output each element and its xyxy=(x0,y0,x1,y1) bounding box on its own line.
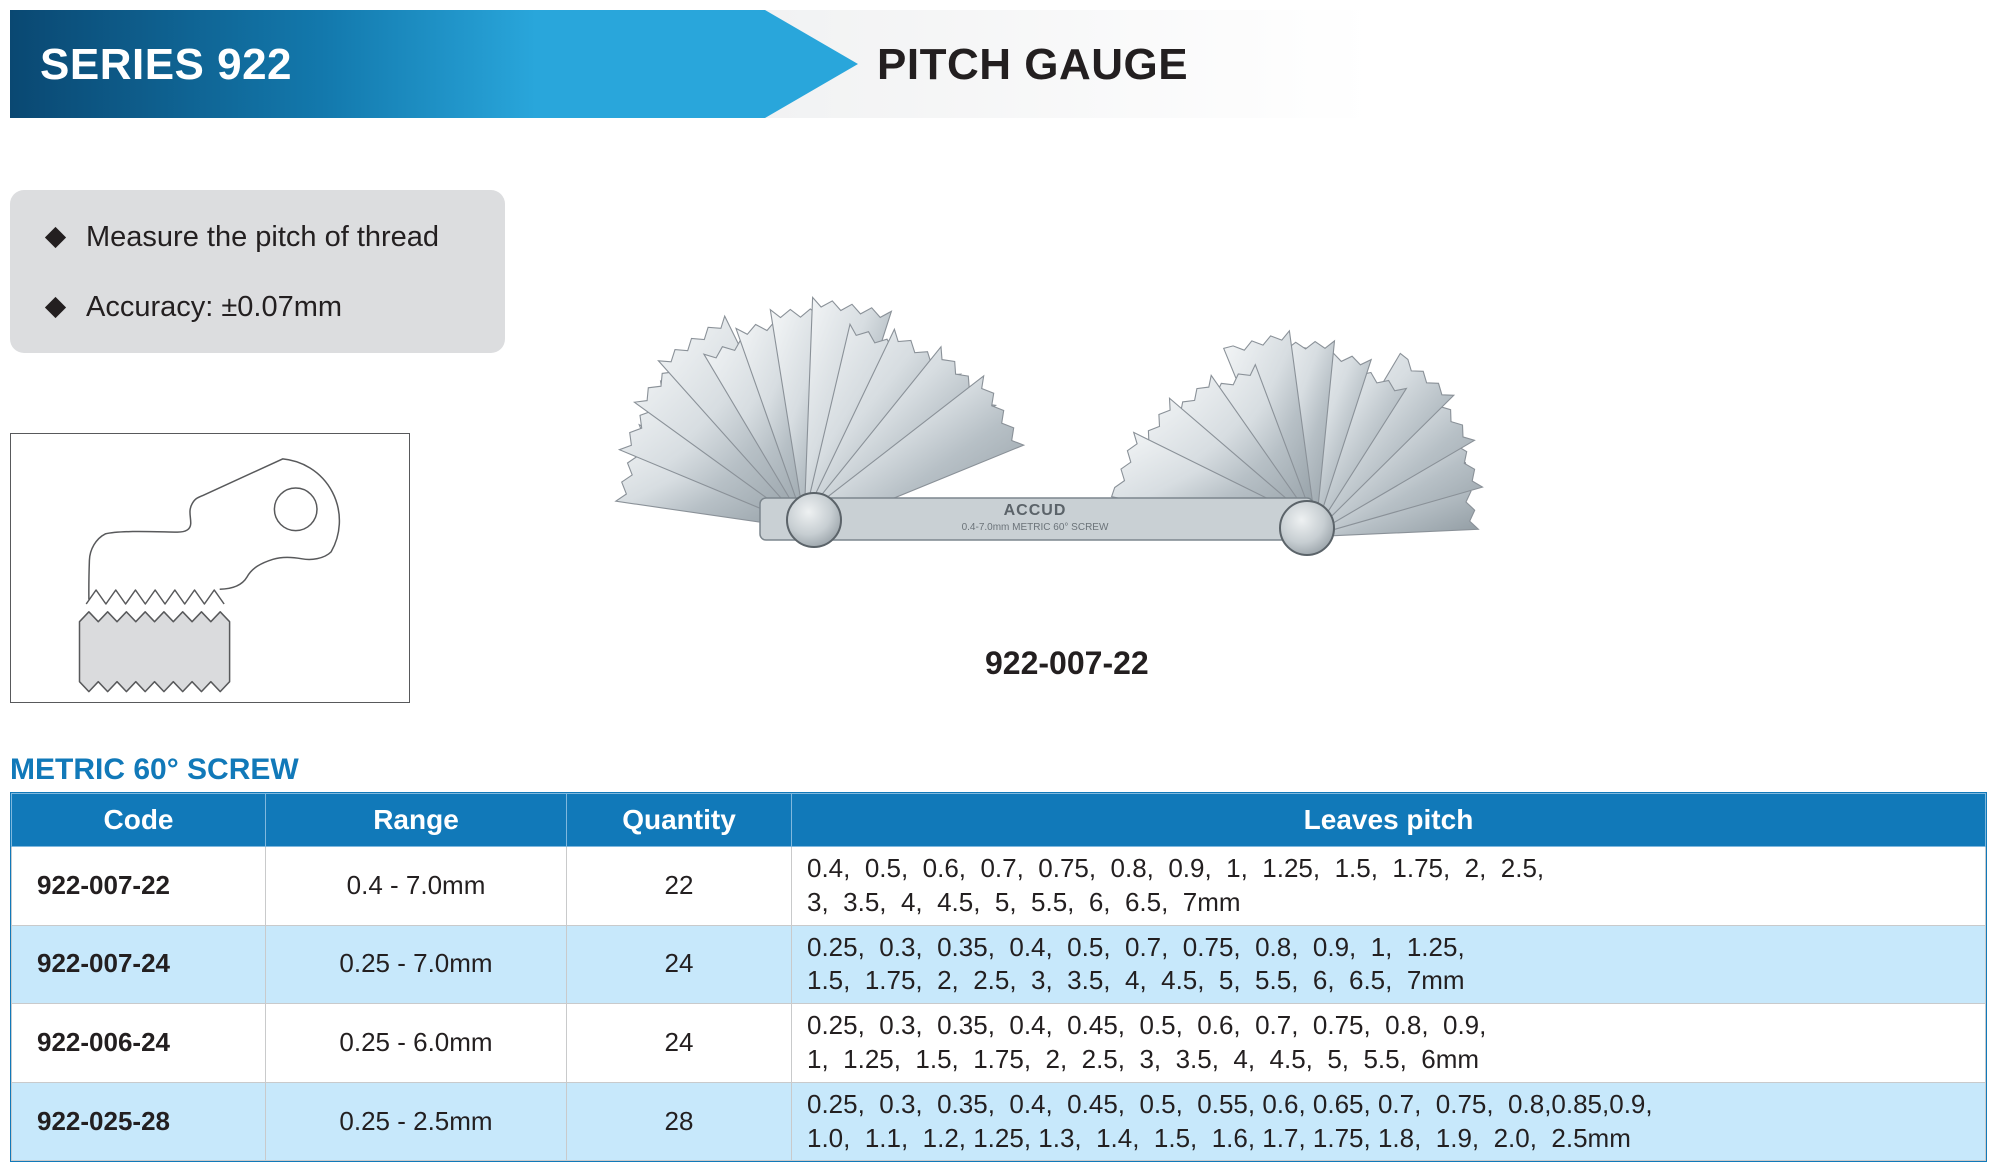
svg-text:0.4-7.0mm METRIC 60° SCREW: 0.4-7.0mm METRIC 60° SCREW xyxy=(962,522,1109,533)
svg-text:ACCUD: ACCUD xyxy=(1004,502,1067,519)
